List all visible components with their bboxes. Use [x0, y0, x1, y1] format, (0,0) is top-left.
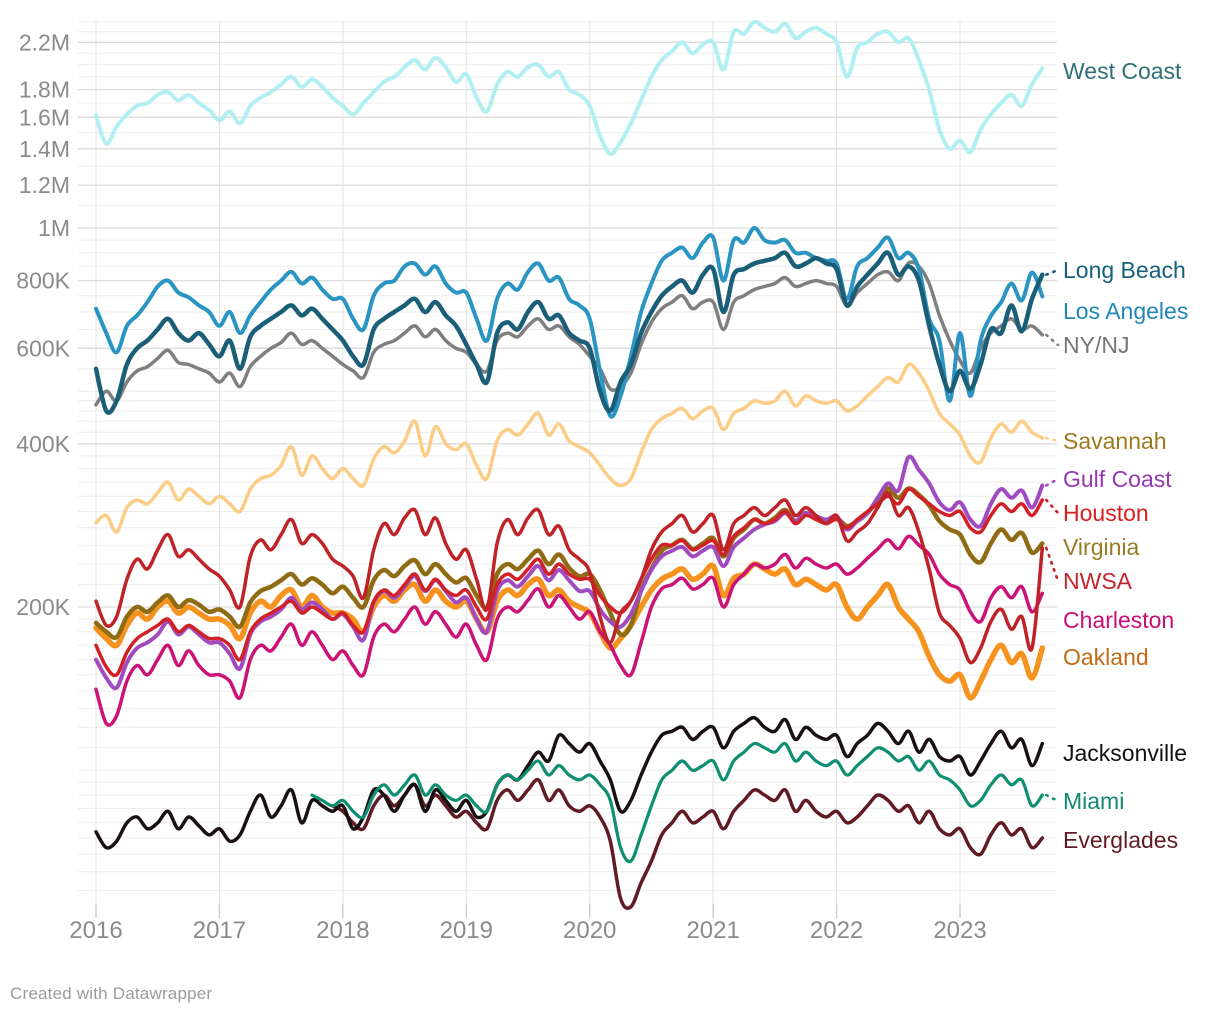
series-labels: West Coast Savannah NY/NJ Los Angeles Long B…	[1045, 58, 1188, 853]
series-lines	[93, 19, 1046, 910]
x-axis-tick-label: 2016	[69, 917, 122, 944]
series-label-houston: Houston	[1063, 500, 1149, 526]
x-axis-tick-label: 2019	[440, 917, 493, 944]
y-axis-tick-label: 1M	[38, 215, 70, 241]
label-leader-long_beach	[1045, 268, 1060, 277]
minor-gridlines	[78, 21, 1057, 892]
label-leader-nwsa	[1045, 546, 1060, 583]
x-axis-tick-label: 2018	[316, 917, 369, 944]
series-line-savannah	[94, 362, 1045, 534]
line-chart-svg: 2.2M1.8M1.6M1.4M1.2M1M800K600K400K200K20…	[16, 19, 1188, 944]
label-leader-houston	[1045, 498, 1060, 515]
label-leader-miami	[1045, 793, 1060, 803]
series-label-long_beach: Long Beach	[1063, 257, 1186, 283]
series-label-everglades: Everglades	[1063, 827, 1178, 853]
y-axis-labels: 2.2M 1.8M1.6M 1.4M 1.2M 1M 800K 600K 400K 200K	[16, 29, 70, 620]
y-axis-tick-label: 400K	[16, 431, 70, 457]
footer-credit: Created with Datawrapper	[10, 984, 213, 1003]
x-axis: 2016 2017 2018 2019 2020 2021 2022 2023	[69, 22, 987, 944]
x-axis-tick-label: 2023	[933, 917, 986, 944]
y-axis-tick-label: 1.2M	[19, 172, 70, 198]
series-line-oakland	[93, 561, 1046, 701]
y-axis-tick-label: 600K	[16, 335, 70, 361]
series-line-long_beach	[93, 250, 1045, 415]
series-line-miami	[310, 741, 1044, 864]
series-line-nwsa	[94, 490, 1045, 665]
series-line-everglades	[330, 777, 1045, 910]
series-line-jacksonville	[94, 715, 1045, 850]
series-label-nwsa: NWSA	[1063, 568, 1133, 594]
label-leader-savannah	[1045, 436, 1060, 443]
series-label-savannah: Savannah	[1063, 428, 1167, 454]
series-label-west_coast: West Coast	[1063, 58, 1182, 84]
y-axis-tick-label: 200K	[16, 594, 70, 620]
y-axis-tick-label: 1.8M	[19, 77, 70, 103]
label-leader-gulf_coast	[1045, 477, 1060, 487]
major-gridlines	[78, 41, 1057, 608]
y-axis-tick-label: 2.2M	[19, 29, 70, 55]
series-label-oakland: Oakland	[1063, 644, 1149, 670]
y-axis-tick-label: 800K	[16, 268, 70, 294]
y-axis-tick-label: 1.4M	[19, 136, 70, 162]
series-line-west_coast	[94, 19, 1045, 156]
series-label-charleston: Charleston	[1063, 607, 1174, 633]
x-axis-tick-label: 2017	[193, 917, 246, 944]
series-line-charleston	[94, 534, 1045, 727]
x-axis-tick-label: 2021	[686, 917, 739, 944]
series-line-los_angeles	[94, 226, 1045, 419]
series-label-ny_nj: NY/NJ	[1063, 332, 1129, 358]
series-label-los_angeles: Los Angeles	[1063, 298, 1188, 324]
series-label-miami: Miami	[1063, 788, 1124, 814]
x-axis-tick-label: 2022	[810, 917, 863, 944]
series-label-gulf_coast: Gulf Coast	[1063, 466, 1172, 492]
x-axis-tick-label: 2020	[563, 917, 616, 944]
series-line-ny_nj	[94, 260, 1045, 407]
series-line-virginia	[93, 486, 1045, 640]
y-axis-tick-label: 1.6M	[19, 104, 70, 130]
label-leader-ny_nj	[1045, 333, 1060, 347]
series-label-jacksonville: Jacksonville	[1063, 740, 1187, 766]
series-label-virginia: Virginia	[1063, 534, 1139, 560]
